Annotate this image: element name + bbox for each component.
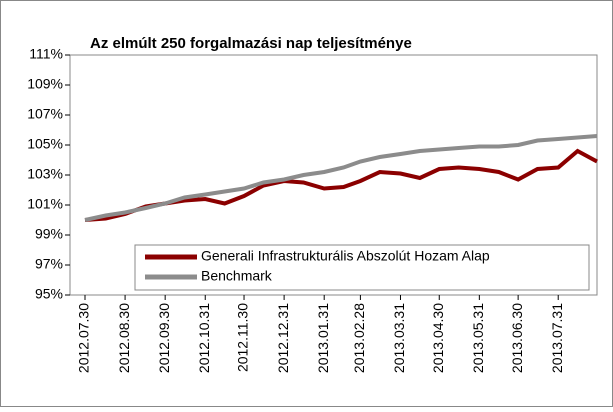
y-tick-label: 111% xyxy=(29,46,63,62)
x-tick-label: 2012.07.30 xyxy=(76,303,92,373)
x-tick-label: 2012.08.30 xyxy=(116,303,132,373)
legend-label: Benchmark xyxy=(201,268,273,284)
y-tick-label: 95% xyxy=(35,286,63,302)
x-tick-label: 2012.10.31 xyxy=(196,303,212,373)
y-tick-label: 99% xyxy=(35,226,63,242)
y-tick-label: 103% xyxy=(27,166,63,182)
y-tick-label: 97% xyxy=(35,256,63,272)
x-tick-label: 2012.11.30 xyxy=(235,303,251,372)
x-tick-label: 2012.12.31 xyxy=(275,303,291,373)
chart-title: Az elmúlt 250 forgalmazási nap teljesítm… xyxy=(90,35,412,52)
y-tick-label: 101% xyxy=(27,196,63,212)
x-tick-label: 2013.03.31 xyxy=(391,303,407,373)
legend-label: Generali Infrastrukturális Abszolút Hoza… xyxy=(201,248,490,264)
y-tick-label: 105% xyxy=(27,136,63,152)
x-tick-label: 2013.05.31 xyxy=(470,303,486,373)
x-tick-label: 2013.02.28 xyxy=(351,303,367,373)
series-line xyxy=(84,134,598,222)
x-tick-label: 2013.06.30 xyxy=(509,303,525,373)
x-tick-label: 2013.04.30 xyxy=(430,303,446,373)
x-tick-label: 2013.01.31 xyxy=(315,303,331,373)
x-tick-label: 2012.09.30 xyxy=(156,303,172,373)
legend-box xyxy=(134,244,590,291)
x-tick-label: 2013.07.31 xyxy=(549,303,565,373)
y-tick-label: 107% xyxy=(27,106,63,122)
y-tick-label: 109% xyxy=(27,76,63,92)
